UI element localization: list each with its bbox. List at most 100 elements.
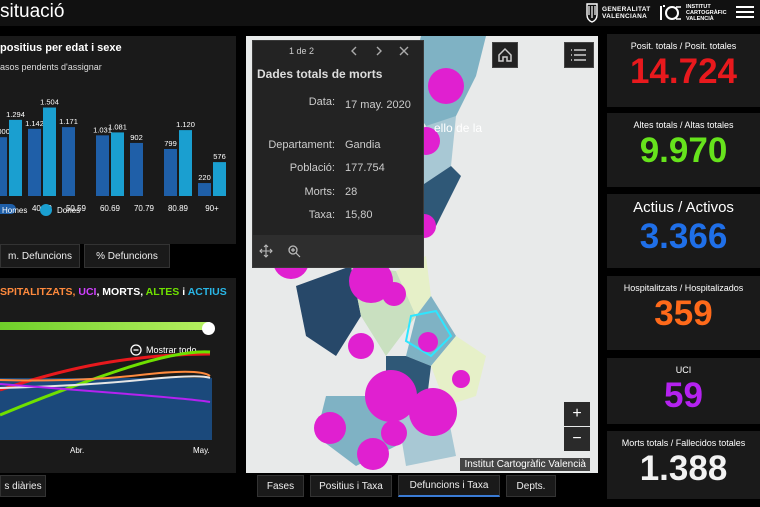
- legend-women-label: Dones: [57, 206, 81, 215]
- x-tick-label: 90+: [205, 204, 219, 213]
- bar: [9, 119, 22, 196]
- kpi-icu: UCI 59: [607, 358, 760, 424]
- bubble-14: [357, 438, 389, 470]
- bar: [28, 128, 41, 196]
- popup-title: Dades totals de morts: [257, 67, 383, 81]
- popup-label-deaths: Morts:: [304, 186, 335, 198]
- kpi-value: 59: [664, 376, 703, 415]
- top-bar: situació GENERALITAT VALENCIANA INSTITUT…: [0, 0, 760, 26]
- title-segment: UCI: [78, 286, 97, 298]
- kpi-label: Actius / Activos: [633, 199, 734, 216]
- title-segment: ,: [140, 286, 146, 298]
- region-3: [416, 166, 461, 226]
- map-place-label: ello de la: [434, 121, 483, 135]
- bubble-10: [365, 370, 417, 422]
- bar-data-label: 1.031: [93, 125, 112, 134]
- popup-label-rate: Taxa:: [308, 209, 335, 221]
- range-slider-track[interactable]: [0, 322, 210, 330]
- menu-icon[interactable]: [736, 3, 754, 21]
- timeseries-panel: SPITALITZATS, UCI, MORTS, ALTES i ACTIUS…: [0, 278, 236, 473]
- gva-logo-text: GENERALITAT VALENCIANA: [602, 6, 651, 20]
- icv-logo-text: INSTITUT CARTOGRÀFIC VALENCIÀ: [686, 4, 727, 22]
- bar-data-label: 220: [198, 173, 211, 182]
- bar: [96, 135, 109, 196]
- popup-label-dept: Departament:: [268, 139, 335, 151]
- timeseries-tab-daily[interactable]: s diàries: [0, 475, 46, 497]
- bubble-6: [382, 282, 406, 306]
- bar: [111, 132, 124, 196]
- popup-value-deaths: 28: [345, 186, 358, 198]
- prev-icon[interactable]: [348, 45, 360, 57]
- bubble-13: [381, 420, 407, 446]
- age-tab-pct-deaths[interactable]: % Defuncions: [84, 244, 170, 268]
- app-title: situació: [0, 1, 65, 22]
- kpi-label: Morts totals / Fallecidos totales: [621, 438, 746, 448]
- icv-mark-icon: [660, 5, 681, 20]
- home-button[interactable]: [492, 42, 518, 68]
- bar: [0, 137, 7, 196]
- gva-shield-icon: [586, 3, 598, 23]
- bar-data-label: 1.504: [40, 98, 59, 107]
- map-tab-fases[interactable]: Fases: [257, 475, 304, 497]
- zoom-in-button[interactable]: +: [564, 402, 590, 426]
- age-panel-subtitle: asos pendents d'assignar: [0, 62, 102, 72]
- bubble-7: [348, 333, 374, 359]
- bar-data-label: 1.120: [176, 120, 195, 129]
- x-tick-label: 70.79: [134, 204, 155, 213]
- kpi-value: 9.970: [639, 131, 728, 170]
- title-segment: ALTES: [145, 286, 180, 298]
- region-4: [296, 266, 361, 356]
- map-tab-depts[interactable]: Depts.: [506, 475, 556, 497]
- next-icon[interactable]: [373, 45, 385, 57]
- bar: [130, 142, 143, 196]
- timeseries-title: SPITALITZATS, UCI, MORTS, ALTES i ACTIUS: [0, 286, 227, 298]
- layer-list-button[interactable]: [564, 42, 594, 68]
- kpi-label: Altes totals / Altas totales: [633, 120, 734, 130]
- timeseries-chart: [0, 350, 212, 440]
- bar: [62, 127, 75, 196]
- popup-footer: [253, 235, 423, 267]
- series-line-purple: [0, 383, 211, 403]
- bar: [213, 162, 226, 196]
- popup-label-date: Data:: [308, 96, 335, 108]
- bar: [198, 183, 211, 196]
- info-popup: 1 de 2 Dades totals de morts Data: 17 ma…: [252, 40, 424, 268]
- region-6: [396, 256, 431, 316]
- pan-icon[interactable]: [259, 244, 273, 258]
- x-label-may: May.: [193, 446, 210, 455]
- bar-data-label: 1.081: [108, 122, 127, 131]
- bar: [179, 130, 192, 196]
- title-segment: ,: [96, 286, 103, 298]
- kpi-total-discharges: Altes totals / Altas totales 9.970: [607, 113, 760, 187]
- bar-data-label: 799: [164, 139, 177, 148]
- kpi-label: Posit. totals / Posit. totales: [630, 41, 737, 51]
- popup-label-pop: Població:: [289, 162, 335, 174]
- x-tick-label: 60.69: [100, 204, 121, 213]
- bar-data-label: 1.171: [59, 117, 78, 126]
- map-tab-positius[interactable]: Positius i Taxa: [310, 475, 392, 497]
- show-all-button[interactable]: Mostrar todo: [130, 344, 197, 356]
- legend-men-label: Homes: [2, 206, 28, 215]
- kpi-total-positives: Posit. totals / Posit. totales 14.724: [607, 34, 760, 107]
- zoom-out-circle-icon: [130, 344, 142, 356]
- bubble-8: [418, 332, 438, 352]
- kpi-hospitalized: Hospitalitzats / Hospitalizados 359: [607, 276, 760, 350]
- zoom-out-button[interactable]: −: [564, 427, 590, 451]
- legend-men-swatch: [0, 204, 16, 214]
- bubble-9: [452, 370, 470, 388]
- map-tab-defuncions[interactable]: Defuncions i Taxa: [398, 475, 500, 497]
- list-icon: [571, 49, 586, 61]
- popup-value-date: 17 may. 2020: [345, 99, 411, 111]
- age-panel-title: positius per edat i sexe: [0, 42, 122, 54]
- legend-women-swatch: [40, 204, 52, 216]
- title-segment: MORTS: [102, 286, 141, 298]
- bar: [164, 149, 177, 196]
- popup-value-dept: Gandia: [345, 139, 381, 151]
- age-tab-num-deaths[interactable]: m. Defuncions: [0, 244, 80, 268]
- range-slider-handle[interactable]: [202, 322, 215, 335]
- home-icon: [498, 47, 512, 62]
- bubble-5: [349, 259, 393, 303]
- close-icon[interactable]: [398, 45, 410, 57]
- zoom-to-icon[interactable]: [287, 244, 301, 258]
- kpi-label: UCI: [675, 365, 692, 375]
